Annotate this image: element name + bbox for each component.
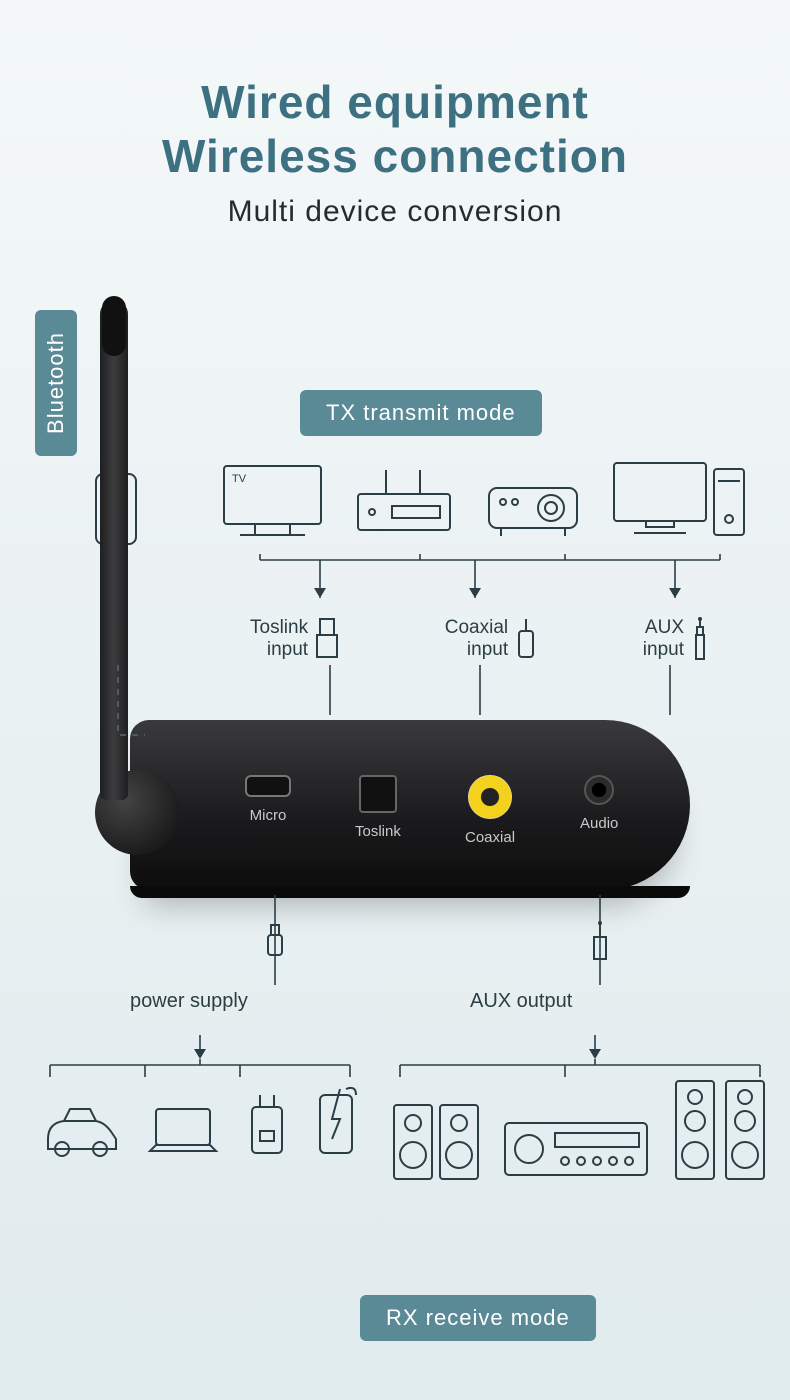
coaxial-port: Coaxial [465,775,515,846]
subtitle: Multi device conversion [0,195,790,229]
toslink-port: Toslink [355,775,401,840]
tx-input-labels: Toslink input Coaxial input AUX input [250,615,720,663]
power-devices-row [40,1085,360,1159]
jack-plug-icon [690,615,710,663]
bt-to-device-line [115,665,155,755]
title-line-1: Wired equipment [0,75,790,129]
pc-icon [610,455,750,540]
coaxial-input-label: Coaxial input [445,615,538,663]
aux-output-label: AUX output [470,990,572,1013]
audio-port: Audio [580,775,618,832]
rca-plug-icon [514,617,538,661]
tx-bracket [255,552,725,622]
av-receiver-icon [501,1115,651,1185]
aux-input-label: AUX input [643,615,710,663]
antenna-hinge [95,770,180,855]
power-bank-icon [312,1085,360,1159]
optical-plug-icon [314,617,340,661]
tx-mode-badge: TX transmit mode [300,390,542,436]
aux-devices-row [390,1075,770,1185]
title-line-2: Wireless connection [0,129,790,183]
power-supply-label: power supply [130,990,248,1013]
tower-speakers-icon [670,1075,770,1185]
micro-usb-port: Micro [245,775,291,824]
wall-charger-icon [242,1089,292,1159]
tv-inner-label: TV [232,473,247,485]
car-icon [40,1099,124,1159]
tx-into-device-lines [310,665,710,725]
tv-icon: TV [220,460,325,540]
rx-mode-badge: RX receive mode [360,1295,596,1341]
projector-icon [483,460,583,540]
router-icon [352,460,457,540]
bookshelf-speakers-icon [390,1095,482,1185]
power-bracket [45,1035,355,1085]
tx-source-row: TV [220,455,750,540]
device-down-lines [260,895,660,995]
laptop-icon [144,1103,222,1159]
toslink-input-label: Toslink input [250,615,340,663]
device-body: Micro Toslink Coaxial Audio [130,720,690,890]
bluetooth-badge: Bluetooth [35,310,77,456]
title-block: Wired equipment Wireless connection Mult… [0,0,790,229]
